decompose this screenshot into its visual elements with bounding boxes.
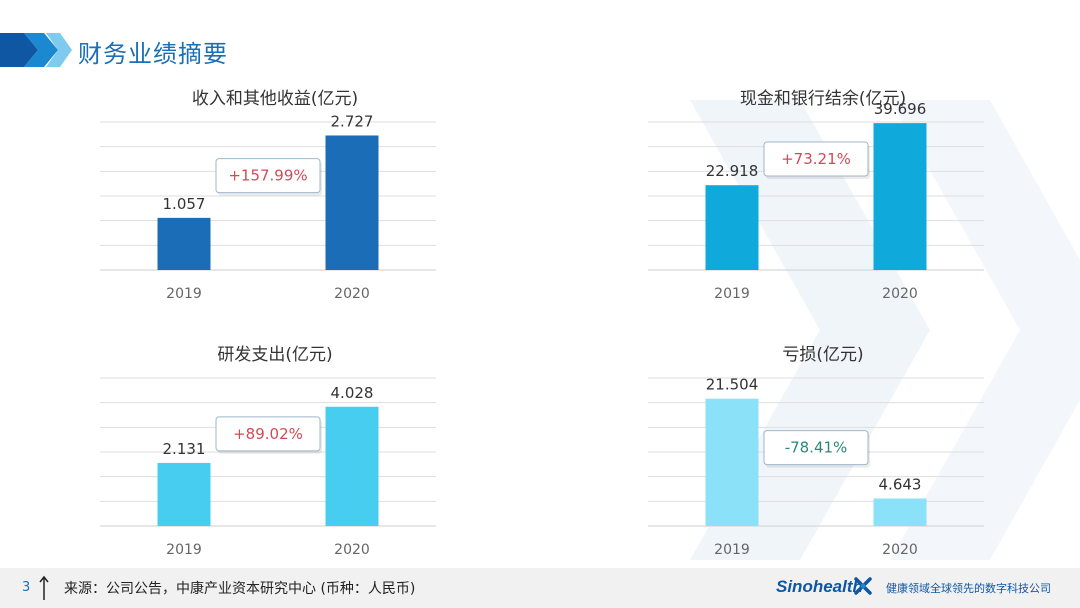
brand-logo-text: Sinohealth: [776, 577, 863, 596]
bar: [705, 398, 759, 526]
chart-title: 亏损(亿元): [782, 345, 864, 365]
page-title: 财务业绩摘要: [78, 40, 228, 68]
change-box: [763, 430, 869, 466]
bar-chart-rnd: 2.131 2019 4.028 2020 +89.02%: [100, 377, 436, 558]
bar: [157, 462, 211, 526]
bar: [873, 123, 927, 270]
data-label: 39.696: [874, 100, 927, 118]
change-label: +157.99%: [228, 167, 307, 185]
data-label: 2.131: [163, 440, 206, 458]
footer: 3 来源：公司公告，中康产业资本研究中心 (币种：人民币) Sinohealth…: [0, 568, 1080, 608]
tick-label: 2019: [166, 286, 202, 302]
chart-panel-loss: 亏损(亿元) 21.504 2019 4.643 2020 -78.41%: [648, 340, 998, 570]
data-label: 1.057: [163, 195, 206, 213]
chart-title: 收入和其他收益(亿元): [191, 89, 359, 109]
bar-chart-cash: 22.918 2019 39.696 2020 +73.21%: [648, 100, 984, 302]
bar: [873, 498, 927, 526]
bar: [325, 135, 379, 270]
tick-label: 2020: [882, 286, 918, 302]
tick-label: 2020: [334, 286, 370, 302]
bar-chart-loss: 21.504 2019 4.643 2020 -78.41%: [648, 376, 984, 558]
data-label: 4.643: [879, 476, 922, 494]
page-number: 3: [22, 580, 31, 595]
tick-label: 2019: [166, 542, 202, 558]
chart-panel-rnd: 研发支出(亿元) 2.131 2019 4.028 2020 +89.02%: [100, 340, 450, 570]
change-box: [215, 158, 321, 194]
chart-panel-revenue: 收入和其他收益(亿元) 1.057 2019 2.727 2020 +157.99%: [100, 84, 450, 314]
bar: [157, 217, 211, 270]
data-label: 2.727: [331, 112, 374, 130]
change-box: [215, 416, 321, 452]
tick-label: 2019: [714, 542, 750, 558]
bar: [705, 185, 759, 270]
header-chevron-icon: [0, 33, 72, 67]
bar-chart-revenue: 1.057 2019 2.727 2020 +157.99%: [100, 112, 436, 302]
tick-label: 2020: [334, 542, 370, 558]
tick-label: 2020: [882, 542, 918, 558]
change-label: +73.21%: [781, 150, 851, 168]
change-label: +89.02%: [233, 425, 303, 443]
change-box: [763, 141, 869, 177]
change-label: -78.41%: [785, 439, 848, 457]
data-label: 22.918: [706, 162, 759, 180]
chart-title: 现金和银行结余(亿元): [739, 89, 907, 109]
bar: [325, 406, 379, 526]
up-arrow-icon: [39, 575, 49, 600]
tick-label: 2019: [714, 286, 750, 302]
brand-logo-icon: [854, 577, 872, 595]
data-label: 21.504: [706, 376, 759, 394]
source-note: 来源：公司公告，中康产业资本研究中心 (币种：人民币): [64, 581, 416, 597]
brand-slogan: 健康领域全球领先的数字科技公司: [886, 582, 1051, 595]
chart-title: 研发支出(亿元): [217, 345, 333, 365]
data-label: 4.028: [331, 384, 374, 402]
chart-panel-cash: 现金和银行结余(亿元) 22.918 2019 39.696 2020 +73.21%: [648, 84, 998, 314]
header: 财务业绩摘要: [0, 30, 400, 72]
